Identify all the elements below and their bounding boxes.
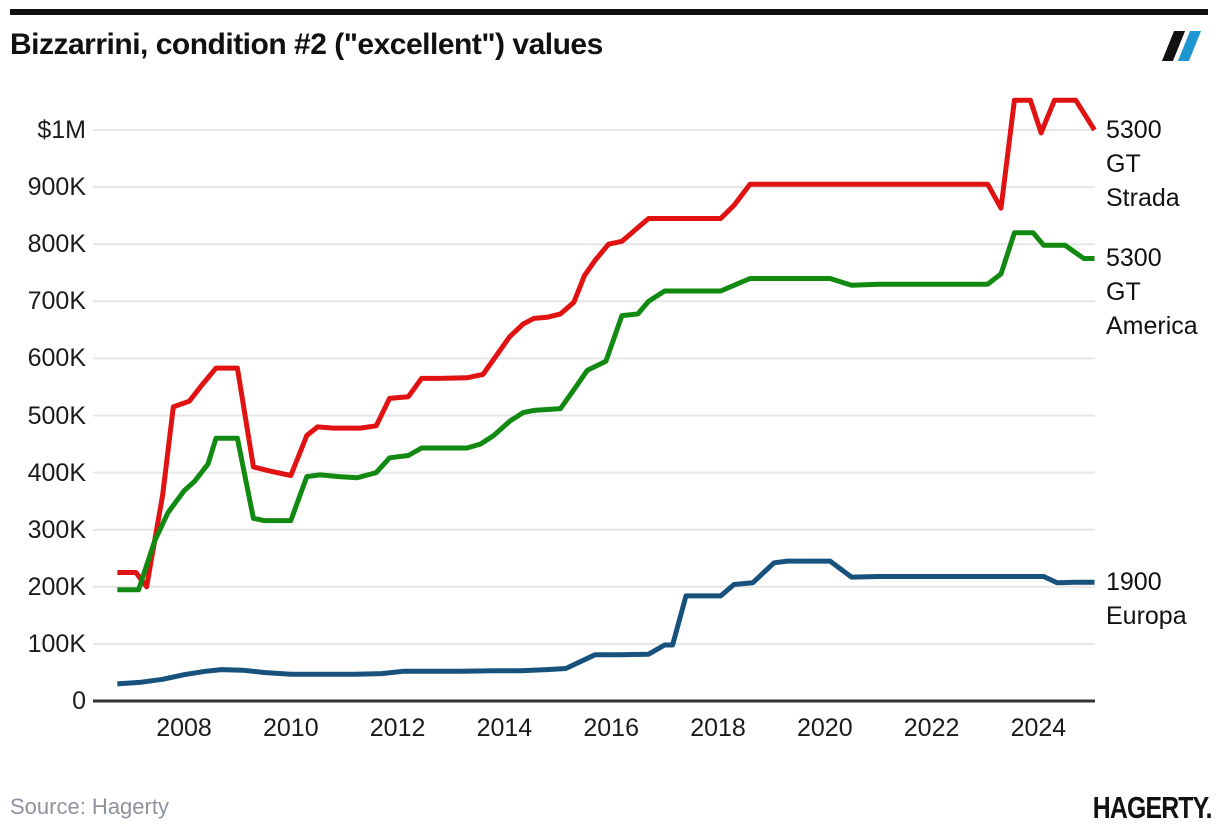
- y-tick-label: 700K: [27, 287, 86, 316]
- y-tick-label: 300K: [27, 515, 86, 544]
- series-label-line: 5300: [1106, 116, 1162, 144]
- x-tick-label: 2014: [476, 714, 533, 742]
- x-tick-label: 2018: [690, 714, 746, 742]
- y-tick-label: 900K: [27, 173, 86, 202]
- series-label-line: 5300: [1106, 244, 1162, 273]
- x-tick-label: 2012: [369, 714, 426, 742]
- y-tick-label: 100K: [27, 629, 86, 658]
- series-label-5300-gt-strada: 5300 GT Strada: [1106, 113, 1180, 215]
- series-label-line: 1900: [1106, 568, 1162, 597]
- x-tick-label: 2010: [262, 714, 319, 742]
- y-tick-label: 500K: [27, 401, 86, 430]
- series-line-5300-gt-america: [117, 230, 1095, 593]
- series-label-line: Europa: [1106, 602, 1187, 631]
- x-tick-label: 2016: [583, 714, 639, 742]
- y-tick-label: 800K: [27, 230, 86, 259]
- hagerty-wordmark: HAGERTY.: [1093, 790, 1213, 825]
- y-tick-label: 0: [72, 687, 86, 715]
- x-tick-label: 2022: [903, 714, 960, 742]
- page-title: Bizzarrini, condition #2 ("excellent") v…: [10, 28, 603, 61]
- y-tick-label: 400K: [27, 458, 86, 487]
- series-line-1900-europa: [117, 558, 1095, 687]
- series-line-5300-gt-strada: [117, 97, 1097, 590]
- y-tick-label: 200K: [27, 572, 86, 601]
- y-tick-label: 600K: [27, 344, 86, 373]
- series-label-line: GT: [1106, 150, 1141, 178]
- source-note: Source: Hagerty: [10, 794, 169, 819]
- series-label-line: Strada: [1106, 184, 1180, 212]
- series-label-1900-europa: 1900 Europa: [1106, 565, 1187, 633]
- x-tick-label: 2008: [156, 714, 212, 742]
- x-tick-label: 2024: [1010, 714, 1067, 742]
- series-label-line: America: [1106, 312, 1198, 341]
- top-rule: [10, 9, 1208, 15]
- series-label-line: GT: [1106, 278, 1141, 307]
- series-label-5300-gt-america: 5300 GT America: [1106, 241, 1198, 343]
- x-tick-label: 2020: [796, 714, 853, 742]
- y-tick-label: $1M: [37, 116, 86, 144]
